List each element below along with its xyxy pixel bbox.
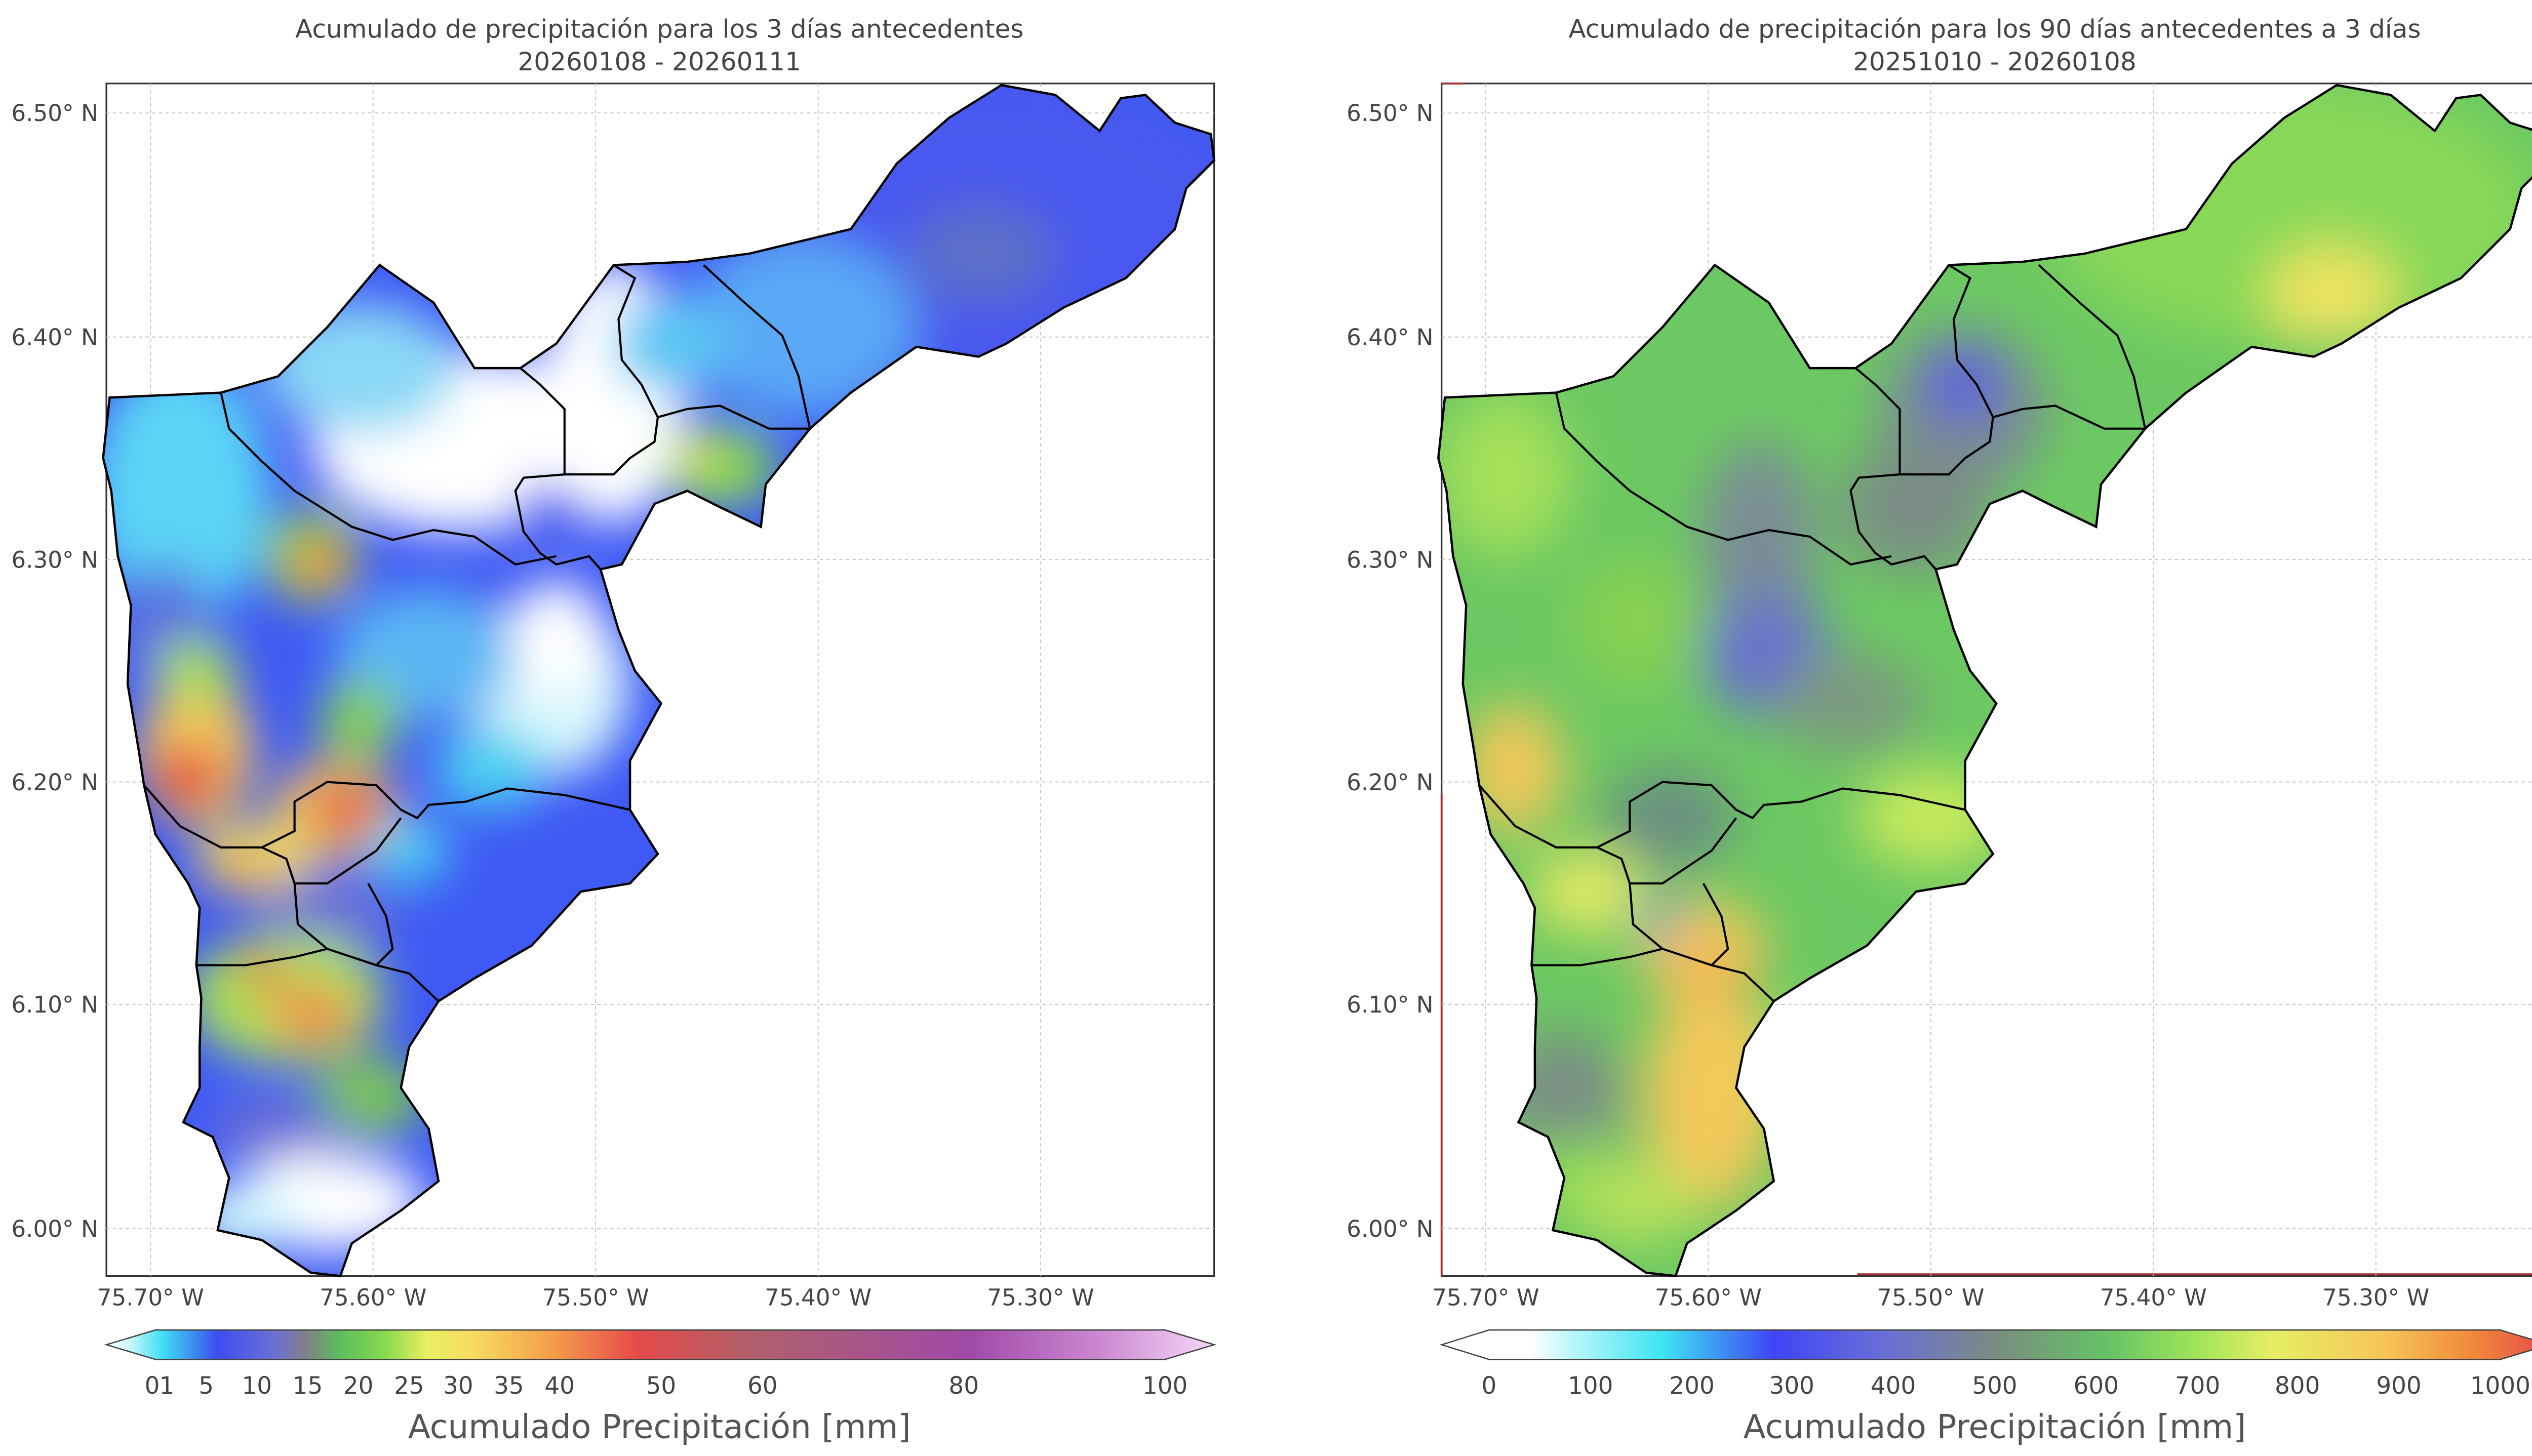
right-lon-tick: 75.30° W (2322, 1284, 2429, 1311)
right-colorbar-tick: 900 (2376, 1372, 2421, 1400)
left-colorbar-tick: 15 (293, 1372, 323, 1400)
right-map-title: Acumulado de precipitación para los 90 d… (1568, 14, 2421, 44)
left-colorbar-tick: 1 (160, 1372, 175, 1400)
left-colorbar-tick: 0 (145, 1372, 160, 1400)
right-map-panel: Acumulado de precipitación para los 90 d… (1347, 14, 2532, 1446)
left-colorbar-tick: 100 (1142, 1372, 1188, 1400)
right-colorbar-tick: 700 (2175, 1372, 2220, 1400)
right-lat-tick: 6.00° N (1347, 1216, 1434, 1242)
right-colorbar-tick: 300 (1769, 1372, 1814, 1400)
right-colorbar-tick: 1000 (2470, 1372, 2530, 1400)
left-lon-tick: 75.60° W (320, 1284, 426, 1311)
right-colorbar-tick: 600 (2074, 1372, 2119, 1400)
left-lon-tick: 75.30° W (987, 1284, 1094, 1311)
left-lat-tick: 6.50° N (11, 100, 98, 127)
left-colorbar-label: Acumulado Precipitación [mm] (408, 1408, 911, 1446)
right-colorbar-tick: 200 (1669, 1372, 1714, 1400)
right-lon-tick: 75.70° W (1432, 1284, 1539, 1311)
left-municipal-boundaries (143, 264, 811, 1002)
left-lon-tick: 75.50° W (542, 1284, 649, 1311)
left-map-panel: Acumulado de precipitación para los 3 dí… (11, 14, 1217, 1446)
right-map-date-range: 20251010 - 20260108 (1853, 47, 2137, 76)
left-lat-tick: 6.00° N (11, 1216, 98, 1242)
right-lat-tick: 6.40° N (1347, 324, 1434, 351)
right-lon-tick: 75.40° W (2100, 1284, 2207, 1311)
left-lat-tick: 6.30° N (11, 546, 98, 573)
right-lon-tick: 75.50° W (1877, 1284, 1984, 1311)
right-colorbar: 0 100 200 300 400 500 600 700 800 900 10… (1439, 1329, 2532, 1446)
left-colorbar-tick: 5 (199, 1372, 214, 1400)
left-colorbar-tick: 10 (242, 1372, 272, 1400)
right-lat-tick: 6.30° N (1347, 546, 1434, 573)
right-colorbar-label: Acumulado Precipitación [mm] (1743, 1408, 2246, 1446)
left-colorbar-tick: 25 (394, 1372, 424, 1400)
left-colorbar-tick: 20 (343, 1372, 374, 1400)
right-municipal-boundaries (1478, 264, 2147, 1002)
right-colorbar-tick: 400 (1871, 1372, 1916, 1400)
left-map-date-range: 20260108 - 20260111 (518, 47, 801, 76)
left-colorbar: 0 1 5 10 15 20 25 30 35 40 50 60 80 100 … (104, 1329, 1217, 1446)
right-lat-tick: 6.20° N (1347, 769, 1434, 796)
left-map-axes: 6.50° N 6.40° N 6.30° N 6.20° N 6.10° N … (11, 100, 1094, 1311)
right-map-axes: 6.50° N 6.40° N 6.30° N 6.20° N 6.10° N … (1347, 100, 2429, 1311)
left-lon-tick: 75.70° W (97, 1284, 204, 1311)
left-lat-tick: 6.40° N (11, 324, 98, 351)
left-lat-tick: 6.10° N (11, 991, 98, 1018)
right-colorbar-tick: 800 (2275, 1372, 2320, 1400)
left-colorbar-tick: 35 (494, 1372, 524, 1400)
right-colorbar-tick: 500 (1972, 1372, 2017, 1400)
left-colorbar-tick: 50 (646, 1372, 677, 1400)
left-map-title: Acumulado de precipitación para los 3 dí… (295, 14, 1023, 44)
left-lat-tick: 6.20° N (11, 769, 98, 796)
left-colorbar-tick: 60 (747, 1372, 778, 1400)
left-colorbar-tick: 40 (544, 1372, 575, 1400)
right-lon-tick: 75.60° W (1655, 1284, 1762, 1311)
right-colorbar-tick: 100 (1568, 1372, 1613, 1400)
right-lat-tick: 6.10° N (1347, 991, 1434, 1018)
right-colorbar-tick: 0 (1482, 1372, 1497, 1400)
right-lat-tick: 6.50° N (1347, 100, 1434, 127)
left-colorbar-tick: 30 (443, 1372, 473, 1400)
left-colorbar-tick: 80 (948, 1372, 979, 1400)
left-lon-tick: 75.40° W (765, 1284, 872, 1311)
